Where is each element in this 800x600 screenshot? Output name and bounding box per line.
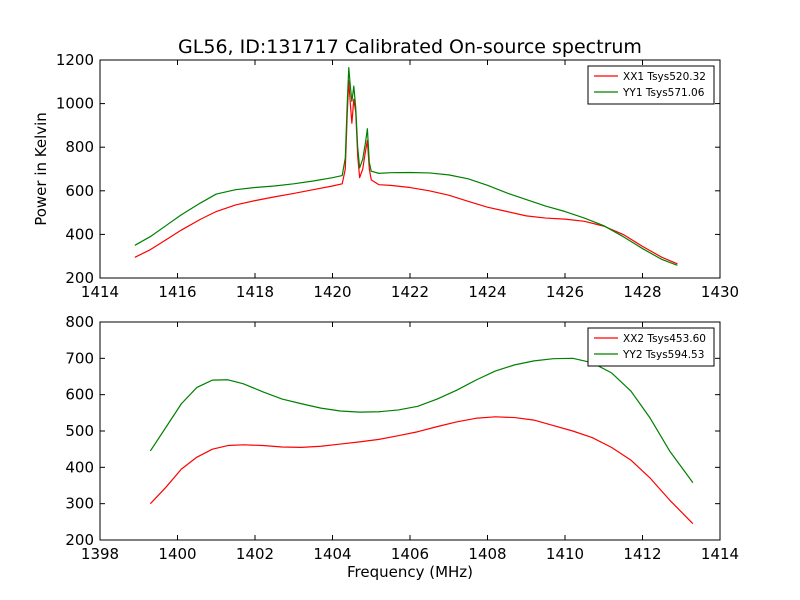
y-tick-label: 200 xyxy=(65,269,94,287)
y-tick-label: 1200 xyxy=(56,51,94,69)
x-tick-label: 1420 xyxy=(313,283,351,301)
x-tick-label: 1416 xyxy=(158,283,196,301)
y-tick-label: 1000 xyxy=(56,95,94,113)
x-tick-label: 1428 xyxy=(623,283,661,301)
x-tick-label: 1408 xyxy=(468,545,506,563)
legend-label: XX1 Tsys520.32 xyxy=(623,71,706,83)
series-line-xx1 xyxy=(134,80,678,265)
legend: XX1 Tsys520.32 YY1 Tsys571.06 xyxy=(587,65,715,105)
x-tick-label: 1430 xyxy=(701,283,739,301)
legend-label: YY1 Tsys571.06 xyxy=(622,87,705,99)
y-tick-label: 600 xyxy=(65,386,94,404)
x-tick-label: 1402 xyxy=(236,545,274,563)
x-tick-label: 1422 xyxy=(391,283,429,301)
y-tick-label: 700 xyxy=(65,349,94,367)
y-tick-label: 400 xyxy=(65,458,94,476)
series-line-xx2 xyxy=(149,416,694,525)
y-tick-label: 400 xyxy=(65,225,94,243)
x-tick-label: 1404 xyxy=(313,545,351,563)
x-tick-label: 1418 xyxy=(236,283,274,301)
y-axis-label: Power in Kelvin xyxy=(32,112,50,226)
x-tick-label: 1414 xyxy=(81,283,119,301)
x-tick-label: 1414 xyxy=(701,545,739,563)
legend-label: XX2 Tsys453.60 xyxy=(623,333,706,345)
legend: XX2 Tsys453.60 YY2 Tsys594.53 xyxy=(587,327,715,367)
x-tick-label: 1412 xyxy=(623,545,661,563)
x-tick-label: 1424 xyxy=(468,283,506,301)
top-spectrum-panel: 1414 1416 1418 1420 1422 1424 1426 1428 1430 200 4… xyxy=(32,51,739,301)
chart-title: GL56, ID:131717 Calibrated On-source spe… xyxy=(178,36,642,58)
bottom-spectrum-panel: 1398 1400 1402 1404 1406 1408 1410 1412 1414 200 3… xyxy=(65,313,739,581)
legend-label: YY2 Tsys594.53 xyxy=(622,349,704,361)
legend-box xyxy=(587,65,715,105)
y-tick-label: 500 xyxy=(65,422,94,440)
y-tick-label: 800 xyxy=(65,138,94,156)
y-tick-label: 200 xyxy=(65,531,94,549)
y-tick-label: 800 xyxy=(65,313,94,331)
legend-box xyxy=(587,327,715,367)
x-tick-label: 1398 xyxy=(81,545,119,563)
series-line-yy1 xyxy=(134,67,678,266)
x-tick-label: 1426 xyxy=(546,283,584,301)
x-tick-label: 1406 xyxy=(391,545,429,563)
x-tick-label: 1410 xyxy=(546,545,584,563)
y-tick-label: 300 xyxy=(65,495,94,513)
x-axis-label: Frequency (MHz) xyxy=(347,563,473,581)
x-tick-label: 1400 xyxy=(158,545,196,563)
y-tick-label: 600 xyxy=(65,182,94,200)
